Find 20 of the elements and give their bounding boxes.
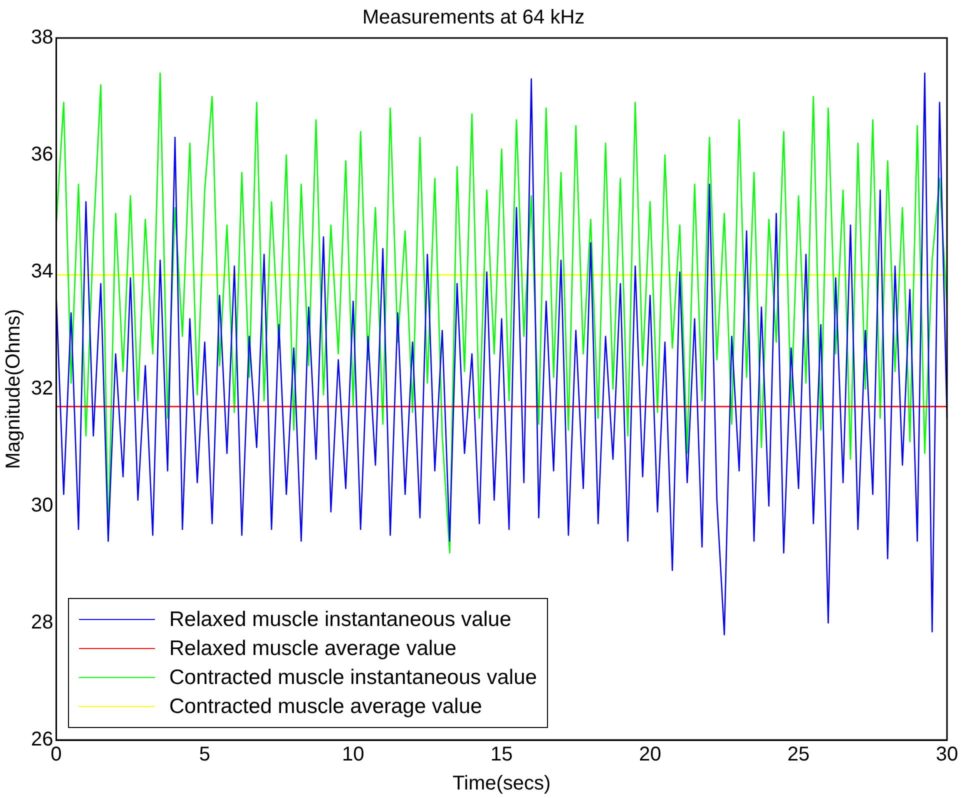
legend-label: Contracted muscle instantaneous value [169, 666, 537, 690]
x-tick-label: 5 [199, 744, 210, 766]
x-tick-label: 0 [50, 744, 62, 766]
y-tick-label: 28 [30, 612, 54, 634]
legend-label: Relaxed muscle instantaneous value [169, 608, 512, 632]
x-tick-label: 10 [342, 744, 364, 766]
y-tick-label: 36 [30, 144, 54, 166]
x-axis-title: Time(secs) [452, 772, 551, 795]
y-tick-label: 30 [30, 494, 54, 517]
x-tick-label: 25 [787, 744, 810, 766]
chart-title: Measurements at 64 kHz [362, 6, 585, 29]
legend-label: Contracted muscle average value [169, 694, 482, 718]
x-tick-label: 20 [638, 744, 662, 766]
y-axis-title: Magnitude(Ohms) [2, 308, 25, 470]
legend-label: Relaxed muscle average value [169, 636, 456, 660]
y-tick-label: 38 [30, 26, 54, 49]
y-tick-label: 32 [30, 378, 54, 400]
x-tick-label: 30 [936, 744, 958, 766]
y-tick-label: 34 [30, 260, 54, 283]
x-tick-label: 15 [490, 744, 513, 766]
